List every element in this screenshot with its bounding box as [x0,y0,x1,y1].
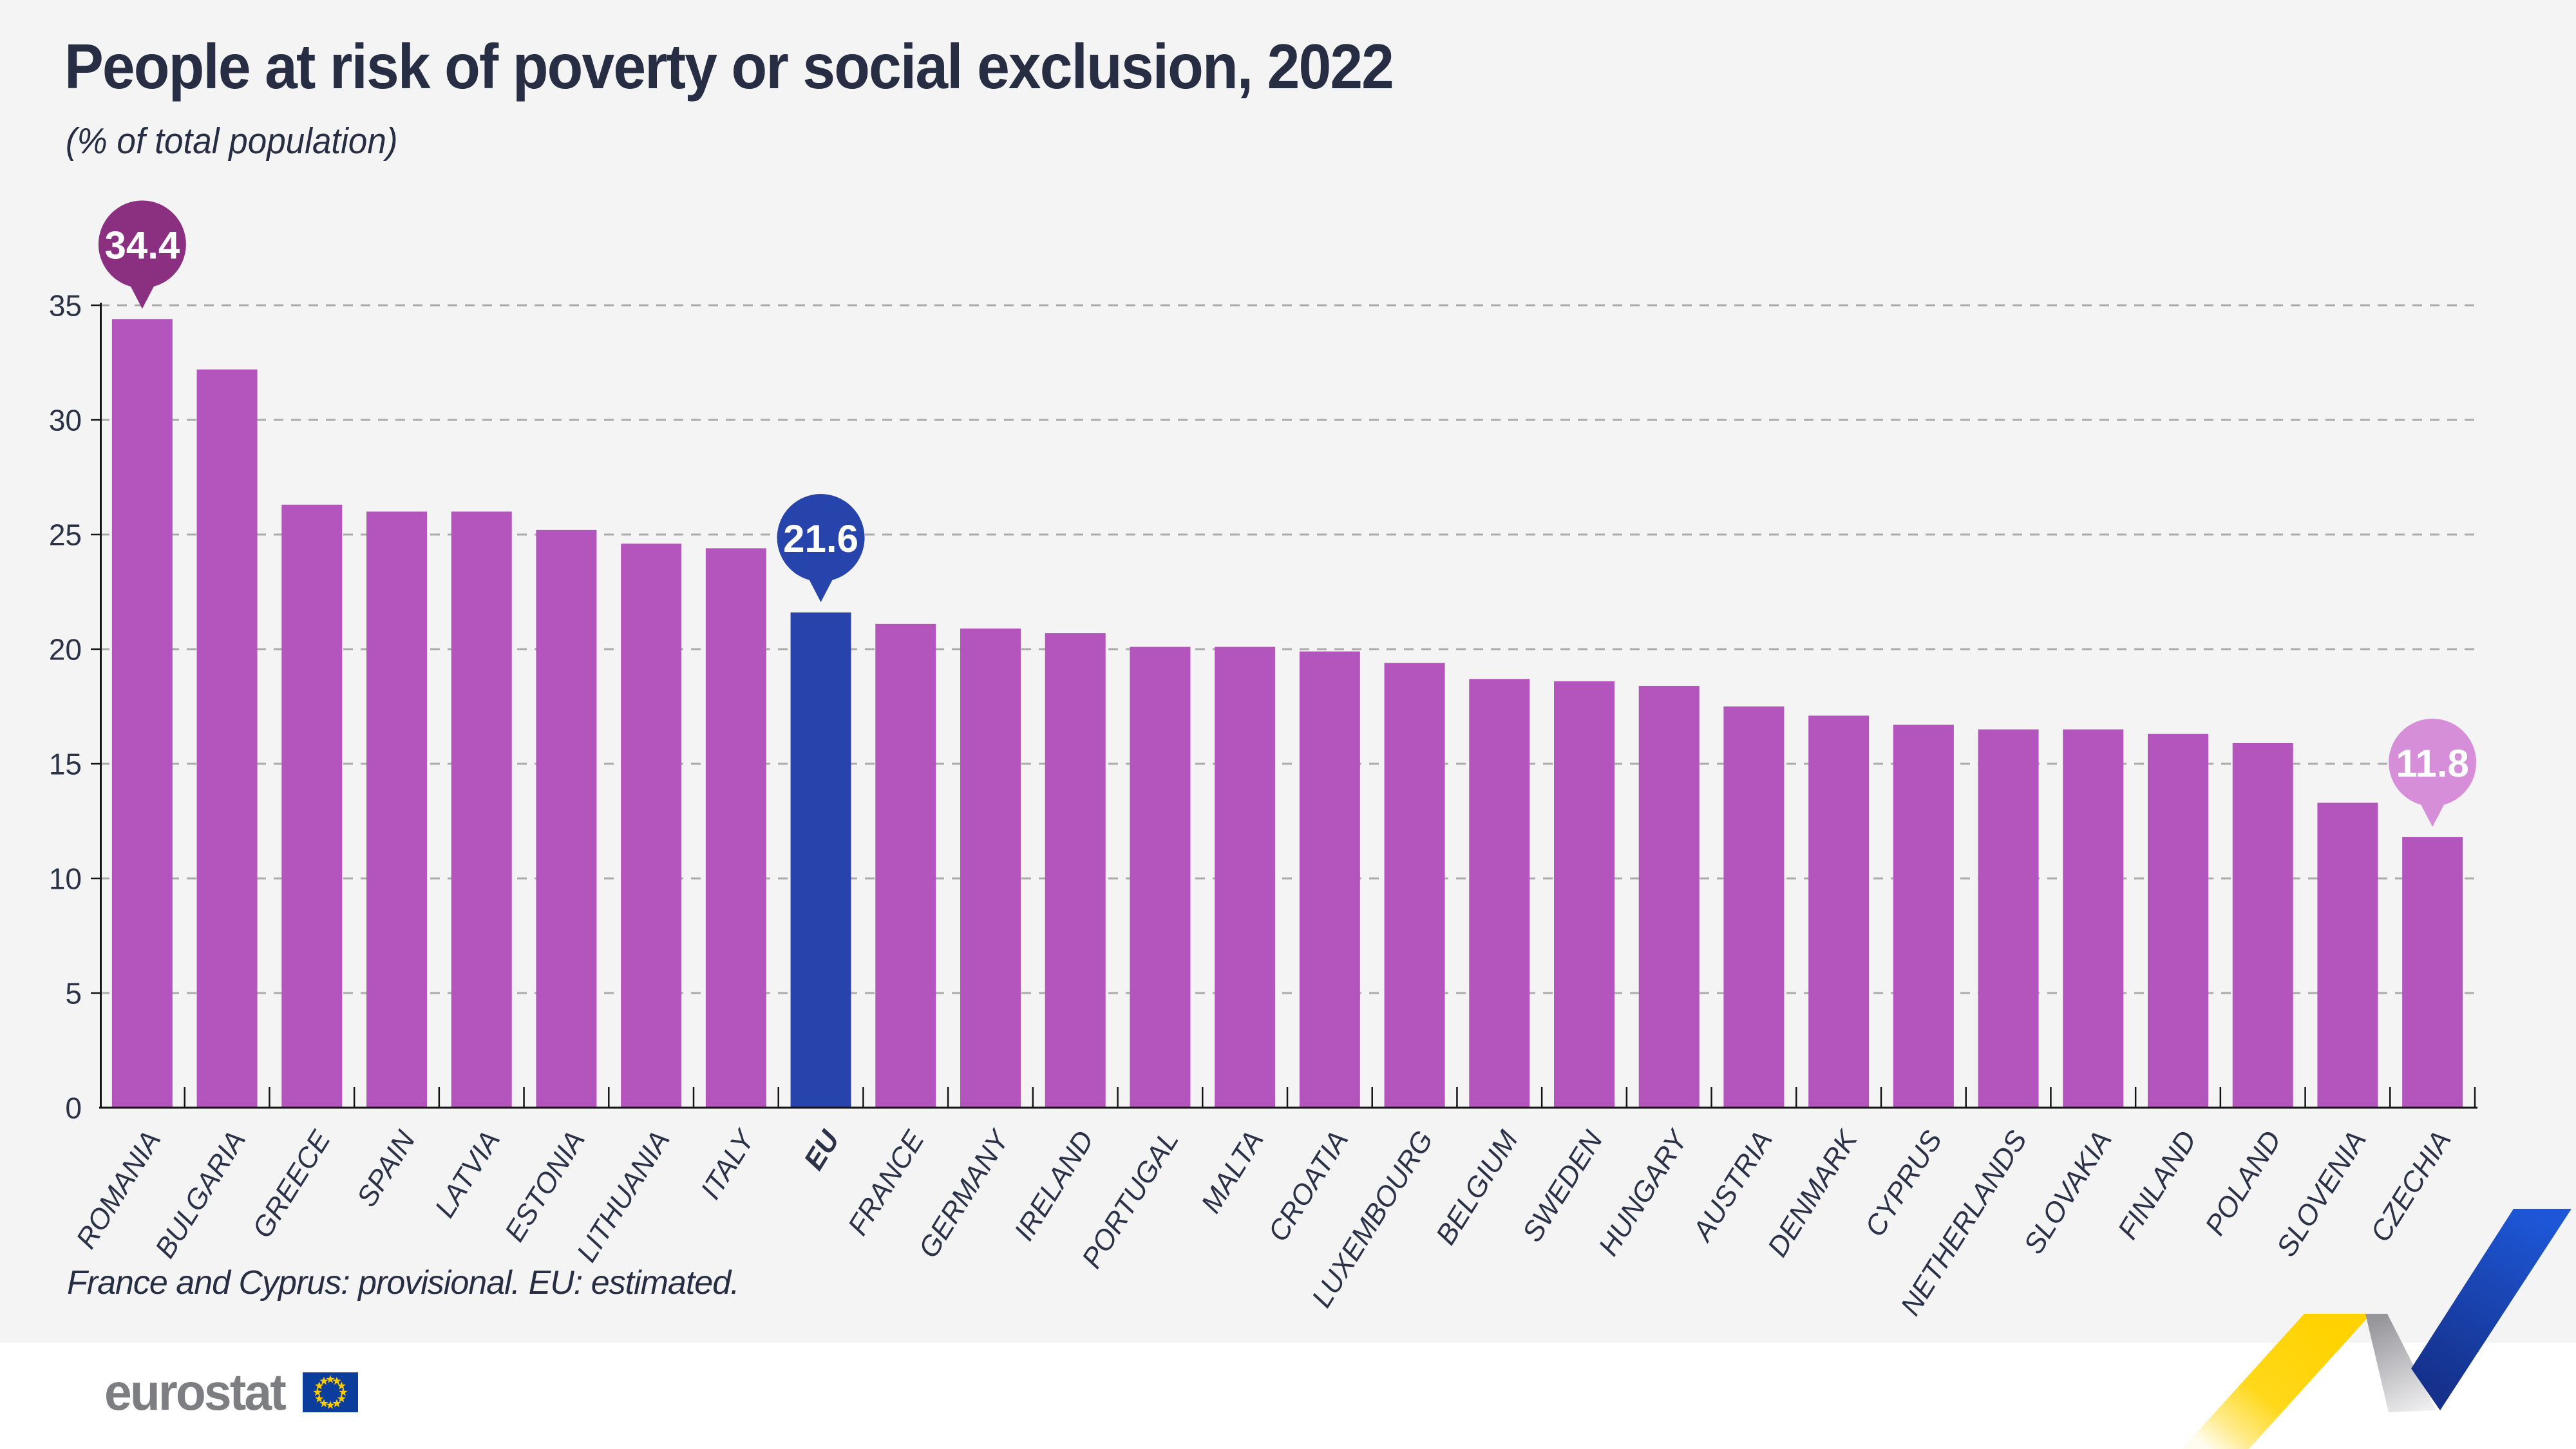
bar-france [875,623,936,1108]
eu-flag-star [314,1394,323,1403]
x-axis-label-croatia: CROATIA [1262,1125,1354,1247]
bubble-value: 21.6 [783,517,858,560]
bar-denmark [1808,715,1870,1108]
bar-austria [1723,706,1785,1108]
ribbon-gray-fold [2365,1314,2436,1412]
x-axis-label-sweden: SWEDEN [1517,1125,1609,1247]
annotation-bubble-czechia: 11.8 [2389,718,2477,827]
bar-slovenia [2317,802,2378,1108]
eu-flag-star [338,1388,348,1396]
page-subtitle: (% of total population) [65,120,398,162]
bubble-value: 34.4 [104,224,180,267]
bar-estonia [536,529,597,1108]
y-axis-label-10: 10 [49,862,82,896]
bar-sweden [1554,681,1615,1108]
bar-lithuania [621,544,682,1108]
eurostat-logo-text: eurostat [104,1363,287,1421]
bar-ireland [1045,633,1106,1108]
y-axis-label-15: 15 [49,748,82,781]
annotation-bubble-eu: 21.6 [777,494,865,603]
title-block: People at risk of poverty or social excl… [64,31,1394,162]
bar-eu [790,612,851,1108]
bar-romania [111,319,173,1108]
bar-cyprus [1893,724,1954,1108]
ribbon-yellow-segment [2182,1314,2371,1449]
bar-latvia [451,511,512,1108]
bubble-circle [777,494,865,582]
eu-flag-star [325,1375,335,1383]
x-axis-label-hungary: HUNGARY [1593,1124,1695,1261]
eu-flag-star [319,1399,328,1407]
footer-band [0,1343,2576,1449]
x-axis-label-france: FRANCE [842,1125,931,1241]
bar-bulgaria [196,369,258,1108]
x-axis-label-eu: EU [798,1124,846,1175]
x-axis-label-slovakia: SLOVAKIA [2018,1125,2118,1259]
y-axis-label-35: 35 [49,289,82,323]
y-axis-label-5: 5 [65,977,82,1010]
ribbon-blue-segment [2411,1209,2571,1410]
eu-flag-star [314,1381,323,1390]
x-axis-label-italy: ITALY [695,1124,762,1205]
bubble-circle [2389,718,2477,806]
bar-luxembourg [1384,663,1445,1108]
x-axis-label-malta: MALTA [1195,1125,1270,1218]
y-axis-label-0: 0 [65,1092,82,1125]
bubble-circle [98,200,186,289]
bar-netherlands [1978,729,2039,1108]
bar-spain [366,511,427,1108]
annotation-bubble-romania: 34.4 [98,200,186,309]
bar-czechia [2402,837,2463,1108]
y-axis-label-30: 30 [49,404,82,437]
bar-slovakia [2063,729,2124,1108]
bar-poland [2232,743,2293,1108]
decorative-ribbon [2182,1209,2571,1449]
eurostat-logo: eurostat [104,1367,358,1418]
y-axis-label-20: 20 [49,633,82,667]
x-axis-label-latvia: LATVIA [429,1125,506,1223]
footnote: France and Cyprus: provisional. EU: esti… [67,1264,740,1302]
bar-germany [960,628,1021,1108]
x-axis-label-romania: ROMANIA [70,1125,167,1254]
y-axis-label-25: 25 [49,518,82,552]
eu-flag-star [337,1394,346,1403]
x-axis-label-bulgaria: BULGARIA [149,1125,252,1264]
eu-flag-star [332,1399,341,1407]
x-axis-label-ireland: IRELAND [1009,1125,1101,1246]
eu-flag-star [332,1376,341,1385]
bar-belgium [1469,679,1530,1108]
eu-flag-star [312,1388,322,1396]
bar-portugal [1130,647,1191,1108]
eu-flag-icon [302,1372,358,1412]
x-axis-label-denmark: DENMARK [1761,1124,1864,1262]
page-title: People at risk of poverty or social excl… [64,31,1394,102]
bar-malta [1215,647,1276,1108]
x-axis-label-austria: AUSTRIA [1686,1125,1779,1247]
bar-italy [705,548,766,1108]
bar-finland [2148,734,2208,1108]
x-axis-label-cyprus: CYPRUS [1859,1125,1949,1242]
eu-flag-star [319,1376,328,1385]
x-axis-label-belgium: BELGIUM [1430,1125,1524,1250]
x-axis-label-estonia: ESTONIA [498,1125,591,1247]
x-axis-label-spain: SPAIN [351,1125,422,1212]
bubble-value: 11.8 [2396,742,2468,785]
x-axis-label-greece: GREECE [247,1125,337,1244]
bar-greece [281,504,343,1108]
eu-flag-star [325,1401,335,1409]
bar-hungary [1638,685,1700,1108]
bar-croatia [1299,651,1360,1108]
eu-flag-star [337,1381,346,1390]
